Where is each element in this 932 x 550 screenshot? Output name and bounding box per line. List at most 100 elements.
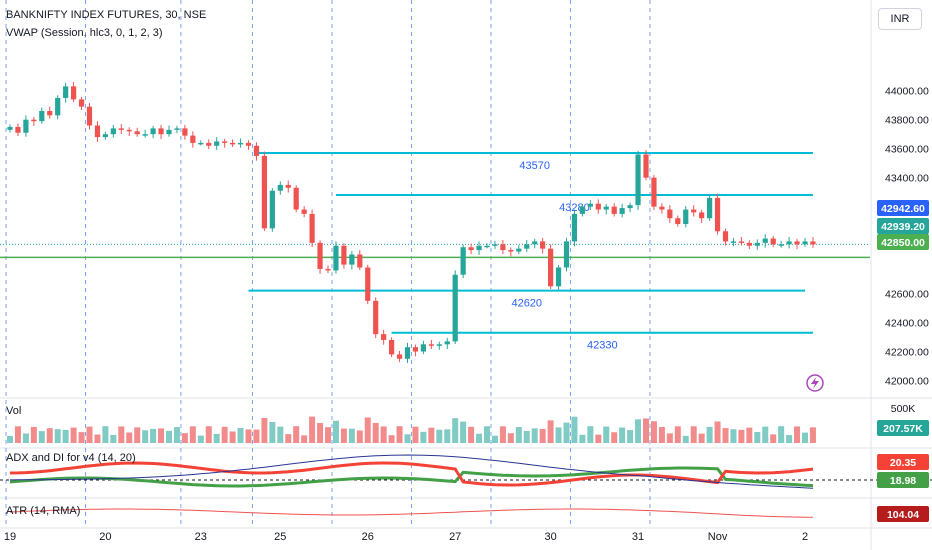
volume-pane-label[interactable]: Vol [6, 405, 22, 417]
candle-body [412, 347, 419, 352]
candle-body [508, 250, 514, 252]
volume-bar [325, 427, 331, 443]
volume-bar [674, 426, 681, 443]
volume-bar [547, 420, 554, 443]
volume-bar [690, 426, 697, 443]
candle-body [754, 242, 760, 246]
volume-bar [102, 426, 109, 443]
adx-pane-label[interactable]: ADX and DI for v4 (14, 20) [6, 452, 136, 464]
volume-bar [30, 426, 37, 443]
candle-body [357, 254, 363, 268]
candle-body [691, 209, 697, 213]
adx-value-label: 20.35 [890, 457, 916, 469]
volume-bar [770, 434, 777, 443]
volume-bar [134, 427, 141, 443]
candle-body [579, 206, 585, 214]
volume-bar [444, 429, 451, 443]
vwap-indicator-label[interactable]: VWAP (Session, hlc3, 0, 1, 2, 3) [6, 27, 163, 39]
volume-bar [110, 434, 117, 443]
candle-body [603, 206, 609, 210]
candle-body [683, 209, 689, 225]
candle-body [126, 129, 132, 132]
candle-body [63, 86, 69, 98]
candle-body [548, 248, 554, 287]
volume-bar [38, 431, 45, 443]
y-axis-tick-label: 42200.00 [885, 347, 929, 359]
candle-body [428, 344, 434, 346]
candle-body [214, 141, 220, 146]
candle-body [643, 154, 649, 178]
candle-body [71, 86, 77, 100]
x-axis-tick-label: 2 [802, 531, 808, 543]
volume-bar [484, 426, 490, 443]
volume-bar [436, 429, 443, 443]
candle-body [468, 247, 474, 251]
candle-body [15, 126, 21, 133]
candle-body [707, 197, 713, 219]
candle-body [245, 142, 252, 146]
volume-bar [682, 435, 689, 443]
candle-body [253, 145, 260, 156]
y-axis-tick-label: 43600.00 [885, 144, 929, 156]
volume-bar [46, 428, 53, 443]
volume-bar [237, 427, 244, 443]
candle-body [325, 268, 331, 271]
x-axis-tick-label: 20 [99, 531, 111, 543]
y-axis-tick-label: 42400.00 [885, 318, 929, 330]
candle-body [206, 142, 212, 146]
volume-bar [173, 427, 180, 443]
candle-body [277, 184, 283, 191]
volume-bar [643, 418, 649, 443]
candle-body [341, 245, 347, 265]
volume-bar [301, 435, 308, 443]
candle-body [365, 267, 371, 301]
level-label: 42620 [511, 298, 542, 310]
candle-body [118, 128, 124, 130]
volume-bar [166, 430, 172, 443]
y-axis-tick-label: 42600.00 [885, 289, 929, 301]
volume-bar [579, 434, 586, 443]
volume-bar [658, 426, 665, 443]
volume-bar [627, 430, 634, 443]
volume-bar [269, 421, 276, 443]
volume-bar [285, 434, 292, 443]
volume-bar [531, 428, 538, 443]
symbol-title: BANKNIFTY INDEX FUTURES, 30, NSE [6, 9, 207, 21]
candle-body [333, 245, 339, 271]
candle-body [222, 141, 228, 143]
adx-value-label-bg [877, 472, 929, 488]
candle-body [444, 341, 450, 345]
candle-body [309, 213, 315, 243]
x-axis-tick-label: Nov [708, 531, 728, 543]
volume-bar [62, 429, 69, 443]
candle-body [810, 241, 816, 245]
y-axis-tick-label: 43400.00 [885, 173, 929, 185]
atr-pane-label[interactable]: ATR (14, RMA) [6, 505, 81, 517]
y-axis-tick-label: 44000.00 [885, 86, 929, 98]
volume-bar [476, 433, 483, 443]
volume-bar [372, 422, 379, 443]
candle-body [778, 244, 784, 246]
volume-bar [595, 434, 602, 443]
candle-body [373, 300, 379, 335]
candle-body [675, 218, 681, 225]
candle-body [293, 187, 299, 210]
volume-bar [722, 428, 729, 443]
candle-body [285, 184, 291, 188]
volume-bar [150, 428, 157, 443]
candle-body [55, 97, 61, 116]
volume-bar [118, 426, 125, 443]
volume-bar [380, 426, 387, 443]
candles-group [7, 82, 816, 363]
currency-button[interactable]: INR [878, 8, 922, 30]
volume-bar [340, 428, 347, 443]
volume-bar [213, 433, 220, 443]
x-axis-tick-label: 23 [195, 531, 207, 543]
candle-body [404, 347, 411, 359]
candle-body [269, 190, 275, 229]
volume-bar [86, 426, 93, 443]
candle-body [563, 241, 570, 268]
volume-bar [428, 427, 435, 443]
